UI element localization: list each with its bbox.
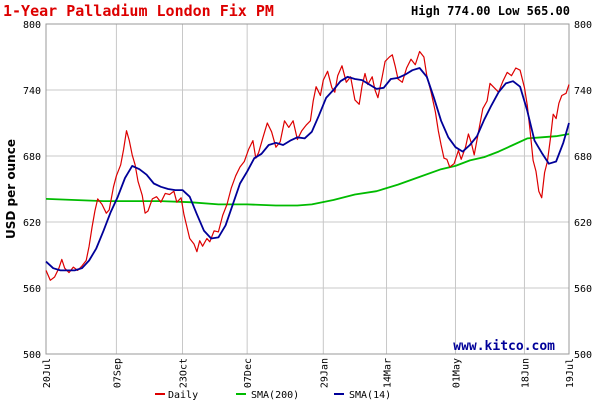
x-tick-label: 18Jun <box>520 358 531 388</box>
y-tick-label-right: 800 <box>574 20 592 31</box>
legend-label-sma200: SMA(200) <box>251 390 299 400</box>
x-tick-label: 20Jul <box>42 358 53 388</box>
y-tick-label-right: 680 <box>574 152 592 163</box>
y-tick-label-left: 560 <box>23 284 41 295</box>
y-tick-label-right: 620 <box>574 218 592 229</box>
x-tick-label: 07Dec <box>243 358 254 388</box>
y-tick-label-left: 620 <box>23 218 41 229</box>
y-tick-label-right: 560 <box>574 284 592 295</box>
series-layer <box>45 50 570 281</box>
y-tick-label-right: 500 <box>574 350 592 361</box>
y-axis-left: 500 560 620 680 740 800 <box>23 20 41 361</box>
x-tick-label: 01May <box>451 358 462 388</box>
x-tick-label: 29Jan <box>319 358 330 388</box>
legend-label-daily: Daily <box>168 390 198 400</box>
y-tick-label-left: 680 <box>23 152 41 163</box>
y-axis-right: 500 560 620 680 740 800 <box>574 20 592 361</box>
x-tick-label: 14Mar <box>383 358 394 388</box>
y-tick-label-right: 740 <box>574 86 592 97</box>
plot-frame <box>45 23 570 355</box>
x-tick-label: 23Oct <box>178 358 189 388</box>
watermark: www.kitco.com <box>453 339 555 354</box>
high-low-stats: High 774.00 Low 565.00 <box>411 4 570 18</box>
x-tick-label: 19Jul <box>565 358 576 388</box>
x-tick-label: 07Sep <box>112 358 123 388</box>
legend: Daily SMA(200) SMA(14) <box>155 390 391 400</box>
legend-label-sma14: SMA(14) <box>349 390 391 400</box>
y-tick-label-left: 800 <box>23 20 41 31</box>
series-line-sma14 <box>45 67 570 272</box>
series-line-daily <box>45 50 570 281</box>
y-axis-label: USD per ounce <box>4 139 18 239</box>
series-line-sma200 <box>45 133 570 207</box>
x-axis: 20Jul 07Sep 23Oct 07Dec 29Jan 14Mar 01May 18Jun… <box>42 358 576 388</box>
y-tick-label-left: 500 <box>23 350 41 361</box>
chart-title: 1-Year Palladium London Fix PM <box>3 2 274 20</box>
y-tick-label-left: 740 <box>23 86 41 97</box>
